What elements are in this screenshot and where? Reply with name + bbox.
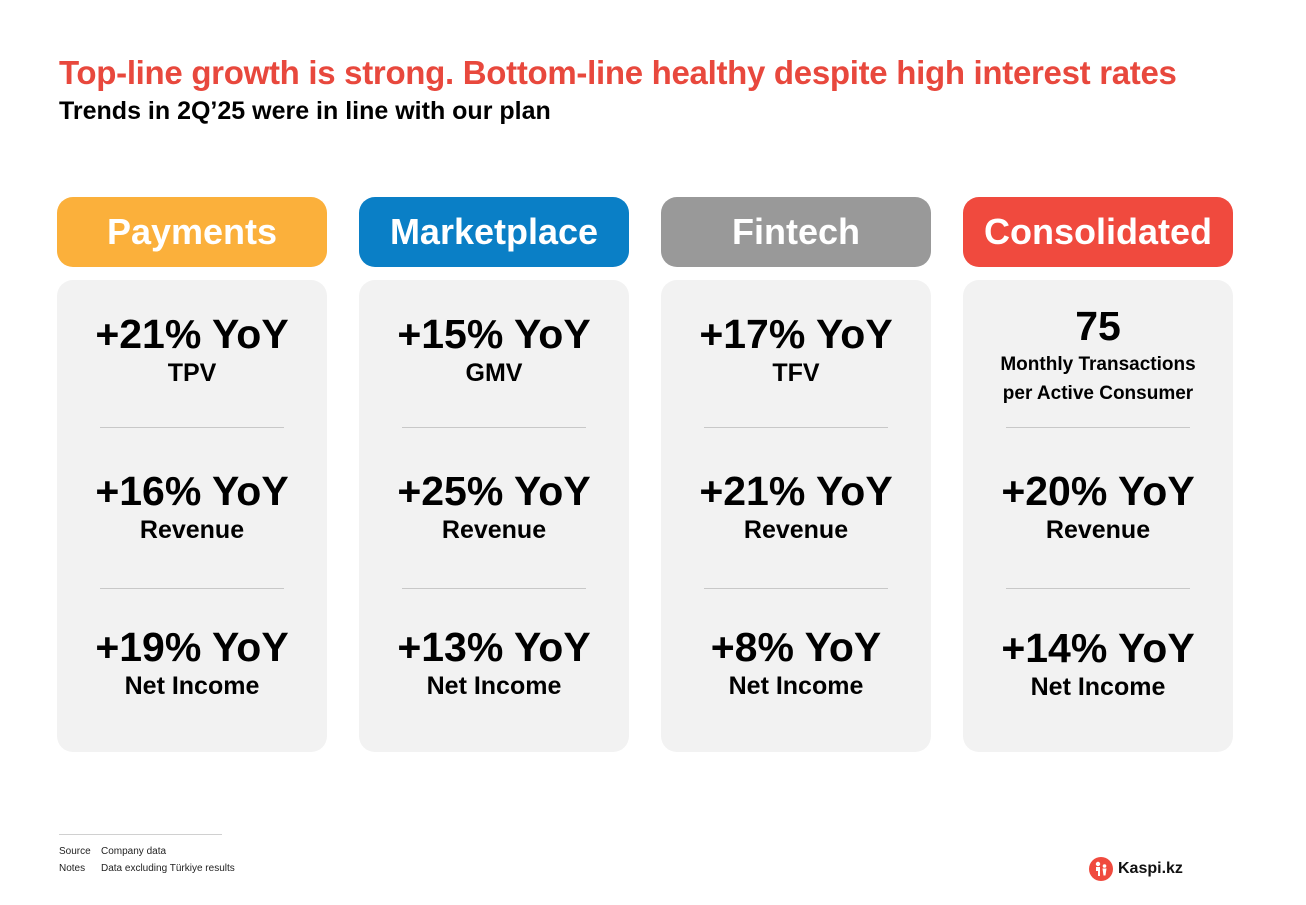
metric-value: +13% YoY [397, 624, 591, 670]
footer-notes-value: Data excluding Türkiye results [101, 863, 235, 874]
column-payments: Payments +21% YoY TPV +16% YoY Revenue +… [57, 197, 327, 752]
metric-tpv: +21% YoY TPV [57, 310, 327, 388]
metric-label: Net Income [728, 672, 864, 700]
divider [402, 588, 586, 589]
metric-label: Net Income [1030, 673, 1166, 701]
footer-divider [59, 834, 222, 835]
metric-value: +21% YoY [95, 311, 289, 357]
metric-tfv: +17% YoY TFV [661, 310, 931, 388]
header-consolidated: Consolidated [963, 197, 1233, 267]
footer-source-value: Company data [101, 846, 167, 857]
divider [100, 427, 284, 428]
metric-net-income: +14% YoY Net Income [963, 624, 1233, 702]
metric-label: Revenue [1045, 516, 1151, 544]
metric-net-income: +19% YoY Net Income [57, 623, 327, 701]
metric-label: Revenue [743, 516, 849, 544]
metric-revenue: +25% YoY Revenue [359, 467, 629, 545]
kaspi-logo: Kaspi.kz [1089, 856, 1183, 882]
page-title: Top-line growth is strong. Bottom-line h… [59, 54, 1177, 91]
header-fintech: Fintech [661, 197, 931, 267]
footer-notes-key: Notes [59, 863, 86, 874]
header-marketplace: Marketplace [359, 197, 629, 267]
card-payments: +21% YoY TPV +16% YoY Revenue +19% YoY N… [57, 280, 327, 752]
metric-label: TPV [167, 359, 217, 387]
metric-label: Revenue [139, 516, 245, 544]
kaspi-logo-icon [1089, 857, 1113, 881]
metric-value: +8% YoY [710, 624, 882, 670]
metric-value: +16% YoY [95, 468, 289, 514]
metric-revenue: +20% YoY Revenue [963, 467, 1233, 545]
metric-label-line2: per Active Consumer [1002, 383, 1194, 404]
metric-value: 75 [1075, 303, 1121, 349]
metric-value: +19% YoY [95, 624, 289, 670]
metric-revenue: +21% YoY Revenue [661, 467, 931, 545]
metric-value: +20% YoY [1001, 468, 1195, 514]
metric-value: +21% YoY [699, 468, 893, 514]
card-marketplace: +15% YoY GMV +25% YoY Revenue +13% YoY N… [359, 280, 629, 752]
metric-gmv: +15% YoY GMV [359, 310, 629, 388]
metric-net-income: +13% YoY Net Income [359, 623, 629, 701]
card-fintech: +17% YoY TFV +21% YoY Revenue +8% YoY Ne… [661, 280, 931, 752]
kaspi-logo-text: Kaspi.kz [1118, 860, 1183, 877]
metric-revenue: +16% YoY Revenue [57, 467, 327, 545]
column-marketplace: Marketplace +15% YoY GMV +25% YoY Revenu… [359, 197, 629, 752]
column-fintech: Fintech +17% YoY TFV +21% YoY Revenue +8… [661, 197, 931, 752]
column-consolidated: Consolidated 75 Monthly Transactions per… [963, 197, 1233, 752]
header-payments: Payments [57, 197, 327, 267]
footer-source-key: Source [59, 846, 91, 857]
metric-value: +17% YoY [699, 311, 893, 357]
metric-label-line1: Monthly Transactions [1000, 354, 1196, 375]
metric-monthly-transactions: 75 Monthly Transactions per Active Consu… [963, 302, 1233, 408]
metric-label: Net Income [124, 672, 260, 700]
footer-notes: Notes Data excluding Türkiye results [59, 863, 235, 874]
metric-label: Revenue [441, 516, 547, 544]
divider [704, 427, 888, 428]
divider [402, 427, 586, 428]
divider [100, 588, 284, 589]
card-consolidated: 75 Monthly Transactions per Active Consu… [963, 280, 1233, 752]
page-subtitle: Trends in 2Q’25 were in line with our pl… [59, 97, 551, 125]
metric-label: Net Income [426, 672, 562, 700]
divider [704, 588, 888, 589]
metric-value: +15% YoY [397, 311, 591, 357]
divider [1006, 427, 1190, 428]
footer-source: Source Company data [59, 846, 166, 857]
divider [1006, 588, 1190, 589]
metric-value: +14% YoY [1001, 625, 1195, 671]
metric-value: +25% YoY [397, 468, 591, 514]
metric-net-income: +8% YoY Net Income [661, 623, 931, 701]
metric-label: TFV [772, 359, 820, 387]
metric-label: GMV [465, 359, 523, 387]
